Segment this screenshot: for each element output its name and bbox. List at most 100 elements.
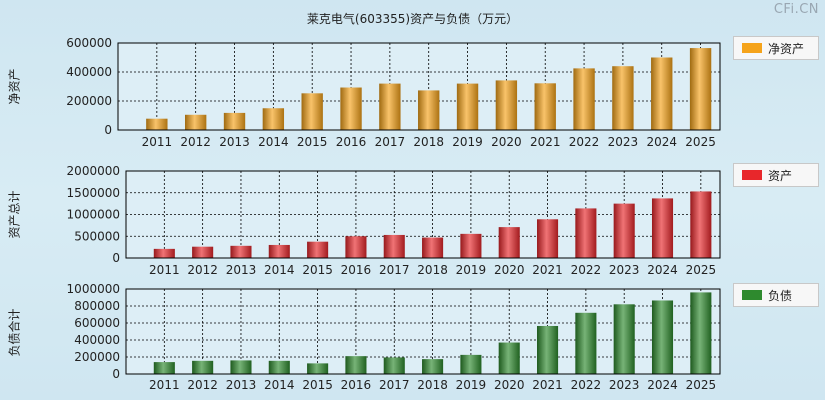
x-tick-label: 2023: [608, 135, 639, 149]
x-tick-label: 2012: [187, 263, 218, 277]
legend-swatch-net-assets: [742, 43, 762, 53]
x-tick-label: 2015: [297, 135, 328, 149]
y-tick-label: 0: [104, 123, 112, 137]
bar-liabilities-2025: [690, 292, 712, 374]
x-tick-label: 2019: [452, 135, 483, 149]
x-tick-label: 2021: [530, 135, 561, 149]
bar-assets-2017: [383, 234, 405, 258]
bar-assets-2023: [613, 203, 635, 258]
x-tick-label: 2016: [341, 378, 372, 392]
y-tick-label: 200000: [74, 350, 120, 364]
x-tick-label: 2018: [413, 135, 444, 149]
plot-frame-net-assets: [117, 42, 721, 131]
legend-swatch-assets: [742, 170, 762, 180]
x-tick-label: 2025: [685, 135, 716, 149]
x-tick-label: 2012: [180, 135, 211, 149]
bar-liabilities-2015: [307, 363, 329, 374]
x-tick-label: 2024: [647, 263, 678, 277]
watermark: CFi.CN: [773, 2, 819, 17]
x-tick-label: 2023: [609, 263, 640, 277]
bar-net-assets-2017: [379, 83, 401, 130]
y-tick-label: 1500000: [67, 186, 120, 200]
x-tick-label: 2020: [494, 263, 525, 277]
bar-assets-2014: [268, 244, 290, 258]
x-tick-label: 2015: [302, 263, 333, 277]
bar-assets-2015: [307, 241, 329, 258]
y-tick-label: 0: [112, 251, 120, 265]
x-tick-label: 2020: [494, 378, 525, 392]
x-tick-label: 2022: [569, 135, 600, 149]
x-tick-label: 2017: [375, 135, 406, 149]
y-tick-label: 1000000: [67, 282, 120, 296]
x-tick-label: 2014: [264, 263, 295, 277]
bar-assets-2019: [460, 233, 482, 258]
y-axis-label-assets: 资产总计: [7, 190, 22, 239]
x-tick-label: 2017: [379, 263, 410, 277]
x-tick-label: 2013: [226, 378, 257, 392]
y-tick-label: 200000: [66, 94, 112, 108]
bar-net-assets-2024: [651, 57, 673, 130]
y-tick-label: 400000: [66, 65, 112, 79]
x-tick-label: 2021: [532, 378, 563, 392]
x-tick-label: 2021: [532, 263, 563, 277]
bar-liabilities-2013: [230, 360, 252, 374]
plot-frame-liabilities: [125, 288, 721, 375]
x-tick-label: 2023: [609, 378, 640, 392]
y-tick-label: 400000: [74, 333, 120, 347]
x-tick-label: 2022: [571, 378, 602, 392]
y-tick-label: 600000: [74, 316, 120, 330]
bar-net-assets-2023: [612, 66, 634, 130]
x-tick-label: 2018: [417, 263, 448, 277]
bar-assets-2018: [422, 237, 444, 258]
bar-liabilities-2016: [345, 356, 367, 374]
bar-net-assets-2013: [223, 112, 246, 130]
bar-assets-2021: [537, 219, 559, 258]
bar-net-assets-2022: [573, 68, 595, 130]
bar-net-assets-2019: [456, 83, 479, 130]
x-tick-label: 2024: [647, 378, 678, 392]
bar-net-assets-2021: [534, 83, 556, 130]
bar-assets-2024: [651, 198, 674, 258]
x-tick-label: 2016: [341, 263, 372, 277]
x-tick-label: 2011: [142, 135, 173, 149]
bar-net-assets-2018: [418, 90, 440, 130]
bar-liabilities-2017: [383, 357, 405, 374]
x-tick-label: 2011: [149, 378, 180, 392]
x-tick-label: 2020: [491, 135, 522, 149]
x-tick-label: 2015: [302, 378, 333, 392]
y-axis-label-liabilities: 负债合计: [7, 308, 22, 357]
x-tick-label: 2014: [258, 135, 289, 149]
bar-assets-2016: [345, 236, 367, 258]
x-tick-label: 2013: [226, 263, 257, 277]
bar-assets-2012: [192, 246, 214, 258]
legend-net-assets: 净资产: [733, 36, 819, 60]
x-tick-label: 2022: [571, 263, 602, 277]
bar-liabilities-2011: [153, 362, 175, 374]
legend-swatch-liabilities: [742, 290, 762, 300]
x-tick-label: 2024: [646, 135, 677, 149]
bar-liabilities-2012: [192, 360, 214, 374]
bar-liabilities-2020: [498, 342, 520, 374]
x-tick-label: 2025: [686, 378, 717, 392]
bar-net-assets-2012: [184, 114, 207, 130]
y-tick-label: 0: [112, 367, 120, 381]
bar-assets-2025: [690, 191, 712, 258]
bar-assets-2022: [575, 208, 597, 258]
bar-liabilities-2019: [460, 354, 482, 374]
y-tick-label: 2000000: [67, 164, 120, 178]
x-tick-label: 2014: [264, 378, 295, 392]
bar-liabilities-2023: [613, 304, 635, 374]
bar-net-assets-2014: [262, 108, 285, 130]
x-tick-label: 2011: [149, 263, 180, 277]
bar-liabilities-2024: [651, 300, 674, 374]
bar-net-assets-2020: [495, 80, 518, 130]
bar-liabilities-2022: [575, 312, 597, 374]
y-axis-label-net-assets: 净资产: [7, 68, 22, 105]
bar-net-assets-2016: [340, 87, 362, 130]
bar-net-assets-2025: [689, 48, 712, 131]
y-tick-label: 600000: [66, 36, 112, 50]
y-tick-label: 500000: [74, 229, 120, 243]
legend-label-assets: 资产: [768, 168, 793, 183]
x-tick-label: 2012: [187, 378, 218, 392]
